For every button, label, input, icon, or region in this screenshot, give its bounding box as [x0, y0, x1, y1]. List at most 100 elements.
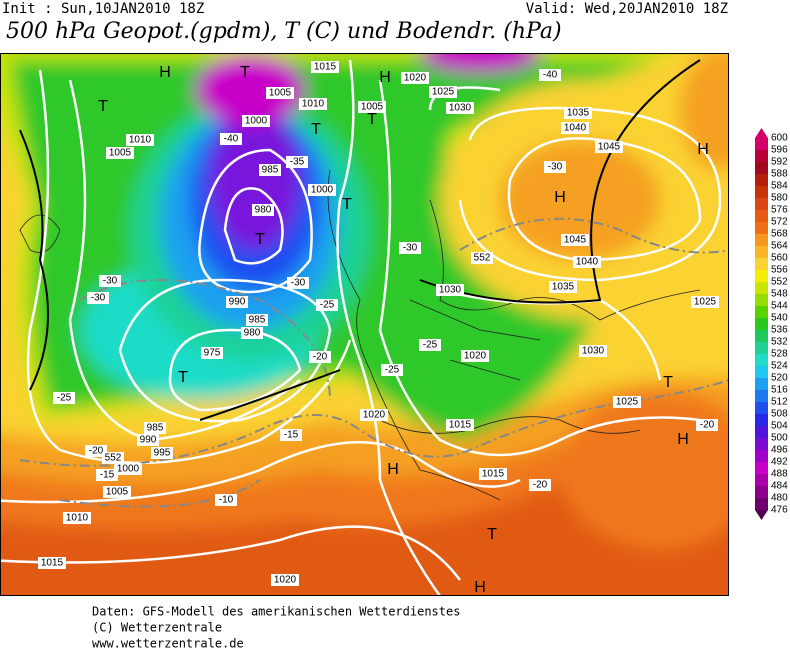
pressure-center: H: [379, 69, 391, 86]
colorbar-label: 544: [771, 301, 788, 312]
colorbar-label: 596: [771, 145, 788, 156]
label-background: [471, 252, 493, 264]
colorbar-swatch: [755, 234, 768, 247]
map-field: [0, 53, 729, 596]
colorbar-label: 480: [771, 493, 788, 504]
colorbar-swatch: [755, 162, 768, 175]
contour-label: 985: [249, 315, 266, 326]
contour-label: -25: [57, 393, 72, 404]
label-background: [381, 364, 403, 376]
contour-label: 1025: [432, 87, 455, 98]
colorbar: 6005965925885845805765725685645605565525…: [755, 128, 788, 520]
pressure-center: H: [387, 461, 399, 478]
colorbar-label: 504: [771, 421, 788, 432]
contour-label: -20: [89, 446, 104, 457]
pressure-center: T: [311, 121, 321, 138]
label-background: [85, 445, 107, 457]
colorbar-label: 536: [771, 325, 788, 336]
label-background: [114, 463, 142, 475]
label-background: [613, 396, 641, 408]
contour-label: 552: [474, 253, 491, 264]
colorbar-swatch: [755, 294, 768, 307]
colorbar-label: 600: [771, 133, 788, 144]
colorbar-swatch: [755, 378, 768, 391]
label-background: [561, 234, 589, 246]
colorbar-swatch: [755, 270, 768, 283]
label-background: [38, 557, 66, 569]
colorbar-swatch: [755, 186, 768, 199]
label-background: [564, 107, 592, 119]
colorbar-label: 552: [771, 277, 788, 288]
contour-label: 1025: [616, 397, 639, 408]
label-background: [103, 486, 131, 498]
colorbar-label: 512: [771, 397, 788, 408]
contour-label: 1010: [302, 99, 325, 110]
colorbar-swatch: [755, 330, 768, 343]
colorbar-swatch: [755, 402, 768, 415]
label-background: [419, 339, 441, 351]
label-background: [308, 184, 336, 196]
contour-label: -30: [103, 276, 118, 287]
contour-label: 975: [204, 348, 221, 359]
contour-label: -25: [423, 340, 438, 351]
colorbar-swatch: [755, 246, 768, 259]
footer-line: www.wetterzentrale.de: [92, 637, 244, 648]
contour-label: -30: [403, 243, 418, 254]
colorbar-label: 484: [771, 481, 788, 492]
pressure-center: T: [240, 64, 250, 81]
colorbar-swatch: [755, 138, 768, 151]
contour-label: 1015: [482, 469, 505, 480]
colorbar-swatch: [755, 282, 768, 295]
colorbar-swatch: [755, 438, 768, 451]
colorbar-label: 588: [771, 169, 788, 180]
contour-label: 1030: [582, 346, 605, 357]
label-background: [561, 122, 589, 134]
contour-label: 1020: [274, 575, 297, 586]
contour-label: -15: [284, 430, 299, 441]
label-background: [144, 422, 166, 434]
label-background: [544, 161, 566, 173]
contour-label: 1015: [41, 558, 64, 569]
pressure-center: H: [677, 431, 689, 448]
map-frame: [0, 53, 729, 596]
label-background: [539, 69, 561, 81]
colorbar-swatch: [755, 426, 768, 439]
contour-label: -30: [548, 162, 563, 173]
colorbar-label: 492: [771, 457, 788, 468]
map-title: 500 hPa Geopot.(gpdm), T (C) und Bodendr…: [6, 19, 562, 44]
contour-label: 552: [105, 453, 122, 464]
label-background: [266, 87, 294, 99]
colorbar-swatch: [755, 486, 768, 499]
pressure-center: H: [554, 189, 566, 206]
colorbar-label: 476: [771, 505, 788, 516]
label-background: [271, 574, 299, 586]
colorbar-label: 516: [771, 385, 788, 396]
contour-label: 1005: [269, 88, 292, 99]
contour-label: 1040: [576, 257, 599, 268]
pressure-center: H: [697, 141, 709, 158]
label-background: [220, 133, 242, 145]
contour-label: -20: [700, 420, 715, 431]
label-background: [126, 134, 154, 146]
pressure-center: T: [178, 369, 188, 386]
pressure-center: T: [663, 374, 673, 391]
colorbar-label: 568: [771, 229, 788, 240]
colorbar-label: 500: [771, 433, 788, 444]
colorbar-swatch: [755, 222, 768, 235]
contour-label: -15: [100, 470, 115, 481]
label-background: [280, 429, 302, 441]
label-background: [309, 351, 331, 363]
contour-label: -40: [224, 134, 239, 145]
contour-label: 990: [140, 435, 157, 446]
contour-label: 985: [262, 165, 279, 176]
pressure-center: T: [342, 196, 352, 213]
footer-line: Daten: GFS-Modell des amerikanischen Wet…: [92, 605, 460, 619]
contour-label: -20: [533, 480, 548, 491]
label-background: [479, 468, 507, 480]
label-background: [360, 409, 388, 421]
contour-label: 990: [229, 297, 246, 308]
contour-label: -30: [91, 293, 106, 304]
colorbar-swatch: [755, 414, 768, 427]
label-background: [53, 392, 75, 404]
label-background: [311, 61, 339, 73]
